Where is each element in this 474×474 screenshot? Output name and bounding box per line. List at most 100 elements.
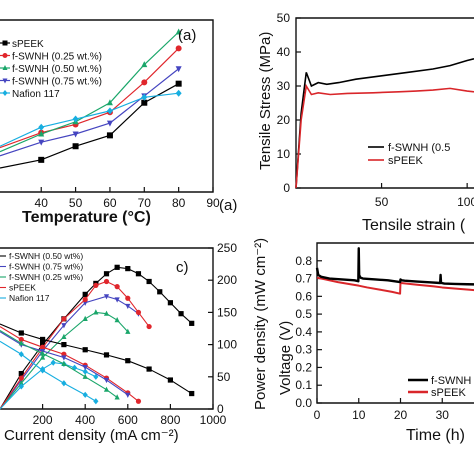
panel-c-point-3	[146, 323, 152, 330]
panel-c-point-9	[82, 391, 88, 398]
panel-d-x-tick-label: 0	[314, 408, 321, 422]
panel-a-point-1	[141, 79, 148, 86]
panel-c-fuel-cell-chart: 200 400 600 800 1000 0 50 100 150 200 250 c) Curr…	[0, 238, 269, 444]
panel-d-y-axis-label: Voltage (V)	[277, 321, 294, 395]
panel-c-legend-label: f-SWNH (0.75 wt%)	[9, 262, 83, 272]
panel-a-point-1	[175, 45, 182, 52]
panel-a-legend-label: f-SWNH (0.75 wt.%)	[12, 77, 102, 88]
panel-d-x-ticks: 0 10 20 30	[314, 398, 449, 422]
panel-a-legend: sPEEK f-SWNH (0.25 wt.%)f-SWNH (0.50 wt.%…	[0, 39, 102, 100]
panel-a-legend-marker	[2, 65, 8, 70]
panel-c-point-8	[82, 373, 88, 379]
panel-c-x-tick-label: 1000	[200, 413, 227, 427]
panel-a-series-line-4	[0, 92, 179, 147]
panel-c-x-ticks: 200 400 600 800 1000	[33, 404, 227, 427]
panel-c-series-line-6	[0, 323, 192, 395]
panel-c-point-7	[103, 377, 110, 384]
panel-b-x-axis-label: Tensile strain (	[362, 217, 466, 234]
panel-d-x-tick-label: 20	[394, 408, 408, 422]
panel-d-y-tick-label: 0.8	[295, 254, 312, 268]
panel-a-legend-marker	[2, 53, 8, 58]
panel-c-y-tick-label: 200	[217, 273, 237, 287]
panel-b-y-tick-label: 10	[277, 147, 291, 161]
panel-c-point-0	[125, 266, 131, 272]
panel-d-y-tick-label: 0.3	[295, 343, 312, 357]
panel-b-series-group	[295, 58, 474, 189]
panel-a-x-tick-label: 50	[69, 196, 83, 210]
panel-a-x-tick-label: 40	[35, 196, 49, 210]
panel-c-point-3	[61, 316, 67, 322]
panel-c-point-9	[93, 398, 99, 405]
panel-c-point-8	[114, 394, 120, 400]
panel-a-point-2	[106, 99, 113, 106]
panel-c-label: c)	[176, 259, 189, 276]
panel-c-point-1	[125, 303, 131, 310]
panel-b-x-tick-label: 50	[375, 195, 389, 209]
panel-a-point-4	[72, 115, 79, 123]
panel-c-point-3	[82, 296, 88, 303]
panel-c-point-0	[189, 320, 195, 326]
panel-c-point-7	[82, 365, 88, 371]
panel-d-y-tick-label: 0.5	[295, 307, 312, 321]
panel-b-x-tick-label: 100	[457, 195, 474, 209]
panel-c-point-3	[135, 309, 142, 315]
panel-c-point-6	[82, 347, 88, 353]
panel-a-series-line-3	[0, 68, 180, 157]
panel-a-point-0	[175, 80, 182, 87]
panel-c-point-2	[103, 310, 110, 316]
panel-c-point-6	[189, 390, 195, 397]
panel-a-legend-marker	[2, 90, 8, 96]
panel-a-point-4	[106, 107, 113, 115]
panel-c-point-8	[18, 340, 24, 346]
panel-c-point-5	[40, 344, 46, 350]
panel-c-point-6	[40, 336, 46, 343]
panel-a-label: (a)	[178, 27, 196, 44]
panel-a-point-4	[175, 89, 182, 97]
panel-a-x-tick-label: 80	[172, 196, 186, 210]
panel-d-y-tick-label: 0.4	[295, 325, 312, 339]
panel-c-point-9	[61, 380, 67, 387]
panel-a-point-2	[141, 61, 148, 68]
panel-a-point-0	[106, 132, 113, 139]
panel-a-point-3	[72, 131, 79, 138]
panel-c-point-8	[103, 386, 110, 392]
panel-c-point-4	[50, 359, 56, 366]
panel-d-y-tick-label: 0.6	[295, 289, 312, 303]
panel-c-point-8	[61, 360, 67, 367]
panel-c-point-3	[125, 295, 131, 301]
panel-d-series-line-0	[315, 247, 474, 286]
panel-c-y-tick-label: 100	[217, 338, 237, 352]
panel-c-legend-label: f-SWNH (0.50 wt%)	[9, 251, 83, 261]
panel-b-y-tick-label: 50	[277, 11, 291, 25]
panel-c-point-4	[82, 368, 88, 375]
panel-d-legend-label: sPEEK	[431, 387, 467, 399]
panel-c-x-tick-label: 400	[75, 413, 95, 427]
panel-a-series-line-0	[0, 83, 179, 169]
panel-c-series-line-5	[0, 326, 139, 402]
panel-a-temperature-chart: 40 50 60 70 80 90 (a) Temperature (°C) sPEEK f…	[0, 19, 220, 226]
panel-c-y-ticks: 0 50 100 150 200 250	[208, 241, 237, 416]
panel-c-x-tick-label: 600	[118, 413, 138, 427]
panel-c-y-tick-label: 250	[217, 241, 237, 255]
panel-b-axis-frame	[295, 17, 474, 189]
panel-c-legend-label: Nafion 117	[9, 293, 50, 303]
panel-c-point-9	[18, 351, 24, 358]
panel-c-point-1	[82, 300, 88, 306]
panel-a-legend-label: f-SWNH (0.25 wt.%)	[12, 52, 102, 63]
panel-c-point-1	[61, 323, 67, 329]
panel-b-legend-label: sPEEK	[388, 155, 424, 167]
panel-c-legend: f-SWNH (0.50 wt%)f-SWNH (0.75 wt%)f-SWNH…	[0, 251, 83, 303]
panel-c-point-9	[40, 367, 46, 374]
panel-c-point-0	[18, 370, 24, 377]
panel-b-series-line-0	[295, 58, 474, 189]
panel-a-point-2	[175, 28, 182, 35]
panel-a-legend-label: f-SWNH (0.50 wt.%)	[12, 64, 102, 75]
panel-b-series-line-1	[295, 83, 474, 189]
panel-b-tensile-chart: 0 10 20 30 40 50 50 100 Tensile Stress (MPa) (…	[219, 11, 474, 234]
panel-d-y-tick-label: 0.1	[295, 378, 312, 392]
panel-a-x-tick-label: 70	[138, 196, 152, 210]
panel-b-y-tick-label: 0	[283, 181, 290, 195]
panel-c-point-0	[82, 291, 88, 297]
panel-d-y-tick-label: 0.2	[295, 360, 312, 374]
